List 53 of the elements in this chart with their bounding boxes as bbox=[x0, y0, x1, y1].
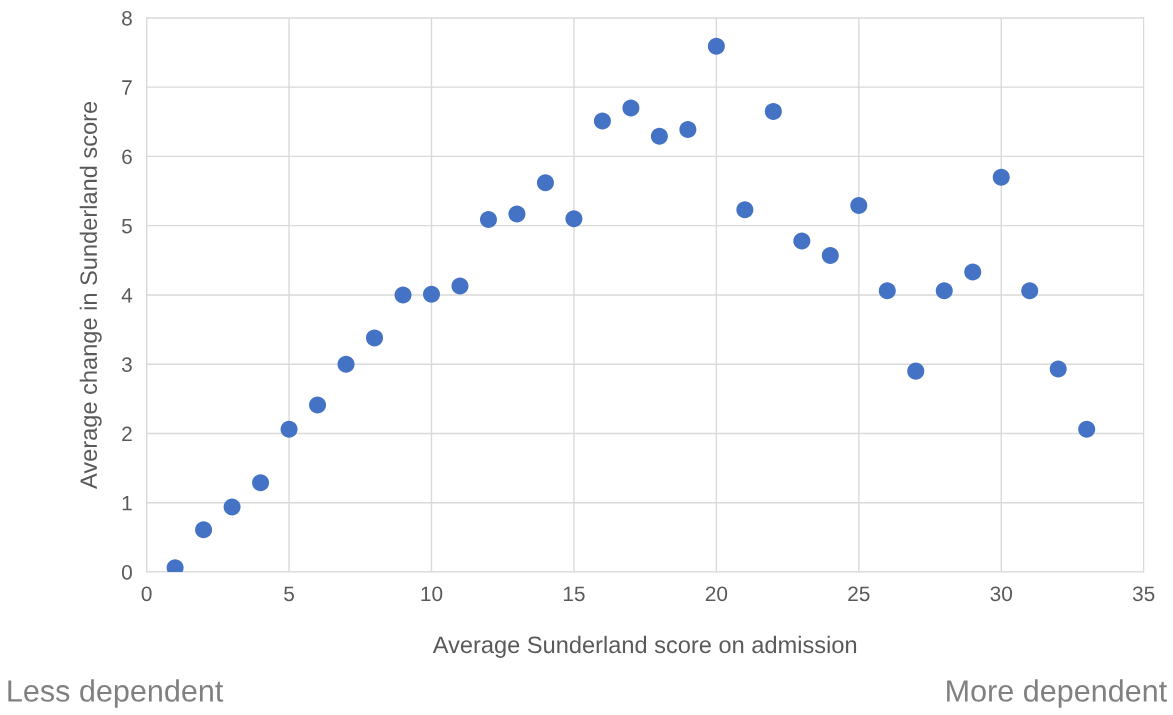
point bbox=[593, 112, 611, 130]
point bbox=[935, 282, 953, 300]
y-tick-label: 7 bbox=[122, 80, 132, 95]
x-tick-label: 10 bbox=[421, 586, 443, 602]
point bbox=[793, 232, 811, 250]
point bbox=[280, 420, 298, 438]
point bbox=[309, 396, 327, 414]
x-tick-label: 25 bbox=[848, 586, 870, 602]
point bbox=[337, 355, 355, 373]
point bbox=[850, 197, 868, 215]
point bbox=[992, 168, 1010, 186]
x-tick-label: 30 bbox=[990, 586, 1013, 602]
y-tick-label: 6 bbox=[122, 149, 132, 165]
point bbox=[821, 246, 839, 264]
point bbox=[366, 329, 384, 347]
y-axis-title: Average change in Sunderland score bbox=[79, 101, 102, 489]
x-tick-label: 35 bbox=[1132, 586, 1155, 602]
point bbox=[764, 102, 782, 120]
point bbox=[650, 127, 668, 145]
point bbox=[1078, 420, 1096, 438]
point bbox=[622, 99, 640, 117]
x-axis-title: Average Sunderland score on admission bbox=[432, 635, 857, 658]
y-tick-label: 4 bbox=[121, 288, 133, 303]
point bbox=[907, 362, 925, 380]
point bbox=[878, 282, 896, 300]
point bbox=[964, 263, 982, 281]
point bbox=[1049, 360, 1067, 378]
point bbox=[736, 201, 754, 219]
point bbox=[422, 285, 440, 303]
x-tick-label: 15 bbox=[563, 586, 585, 602]
y-tick-label: 1 bbox=[122, 495, 132, 511]
point bbox=[394, 286, 412, 304]
point bbox=[195, 521, 213, 539]
point bbox=[1021, 282, 1039, 300]
y-tick-label: 0 bbox=[121, 565, 132, 580]
y-tick-label: 2 bbox=[122, 426, 132, 442]
point bbox=[707, 37, 725, 55]
text: Less dependent bbox=[8, 679, 224, 708]
y-tick-label: 8 bbox=[122, 10, 132, 26]
x-tick-label: 0 bbox=[141, 586, 152, 602]
text: More dependent bbox=[947, 679, 1167, 708]
point bbox=[451, 277, 469, 295]
x-tick-label: 5 bbox=[284, 586, 294, 602]
point bbox=[565, 210, 583, 228]
point bbox=[536, 174, 554, 192]
x-tick-label: 20 bbox=[705, 586, 728, 602]
point bbox=[679, 120, 697, 138]
point bbox=[223, 498, 241, 516]
y-tick-label: 3 bbox=[121, 357, 132, 372]
point bbox=[479, 210, 497, 228]
y-tick-label: 5 bbox=[121, 218, 132, 234]
point bbox=[508, 205, 526, 223]
point bbox=[252, 474, 270, 492]
